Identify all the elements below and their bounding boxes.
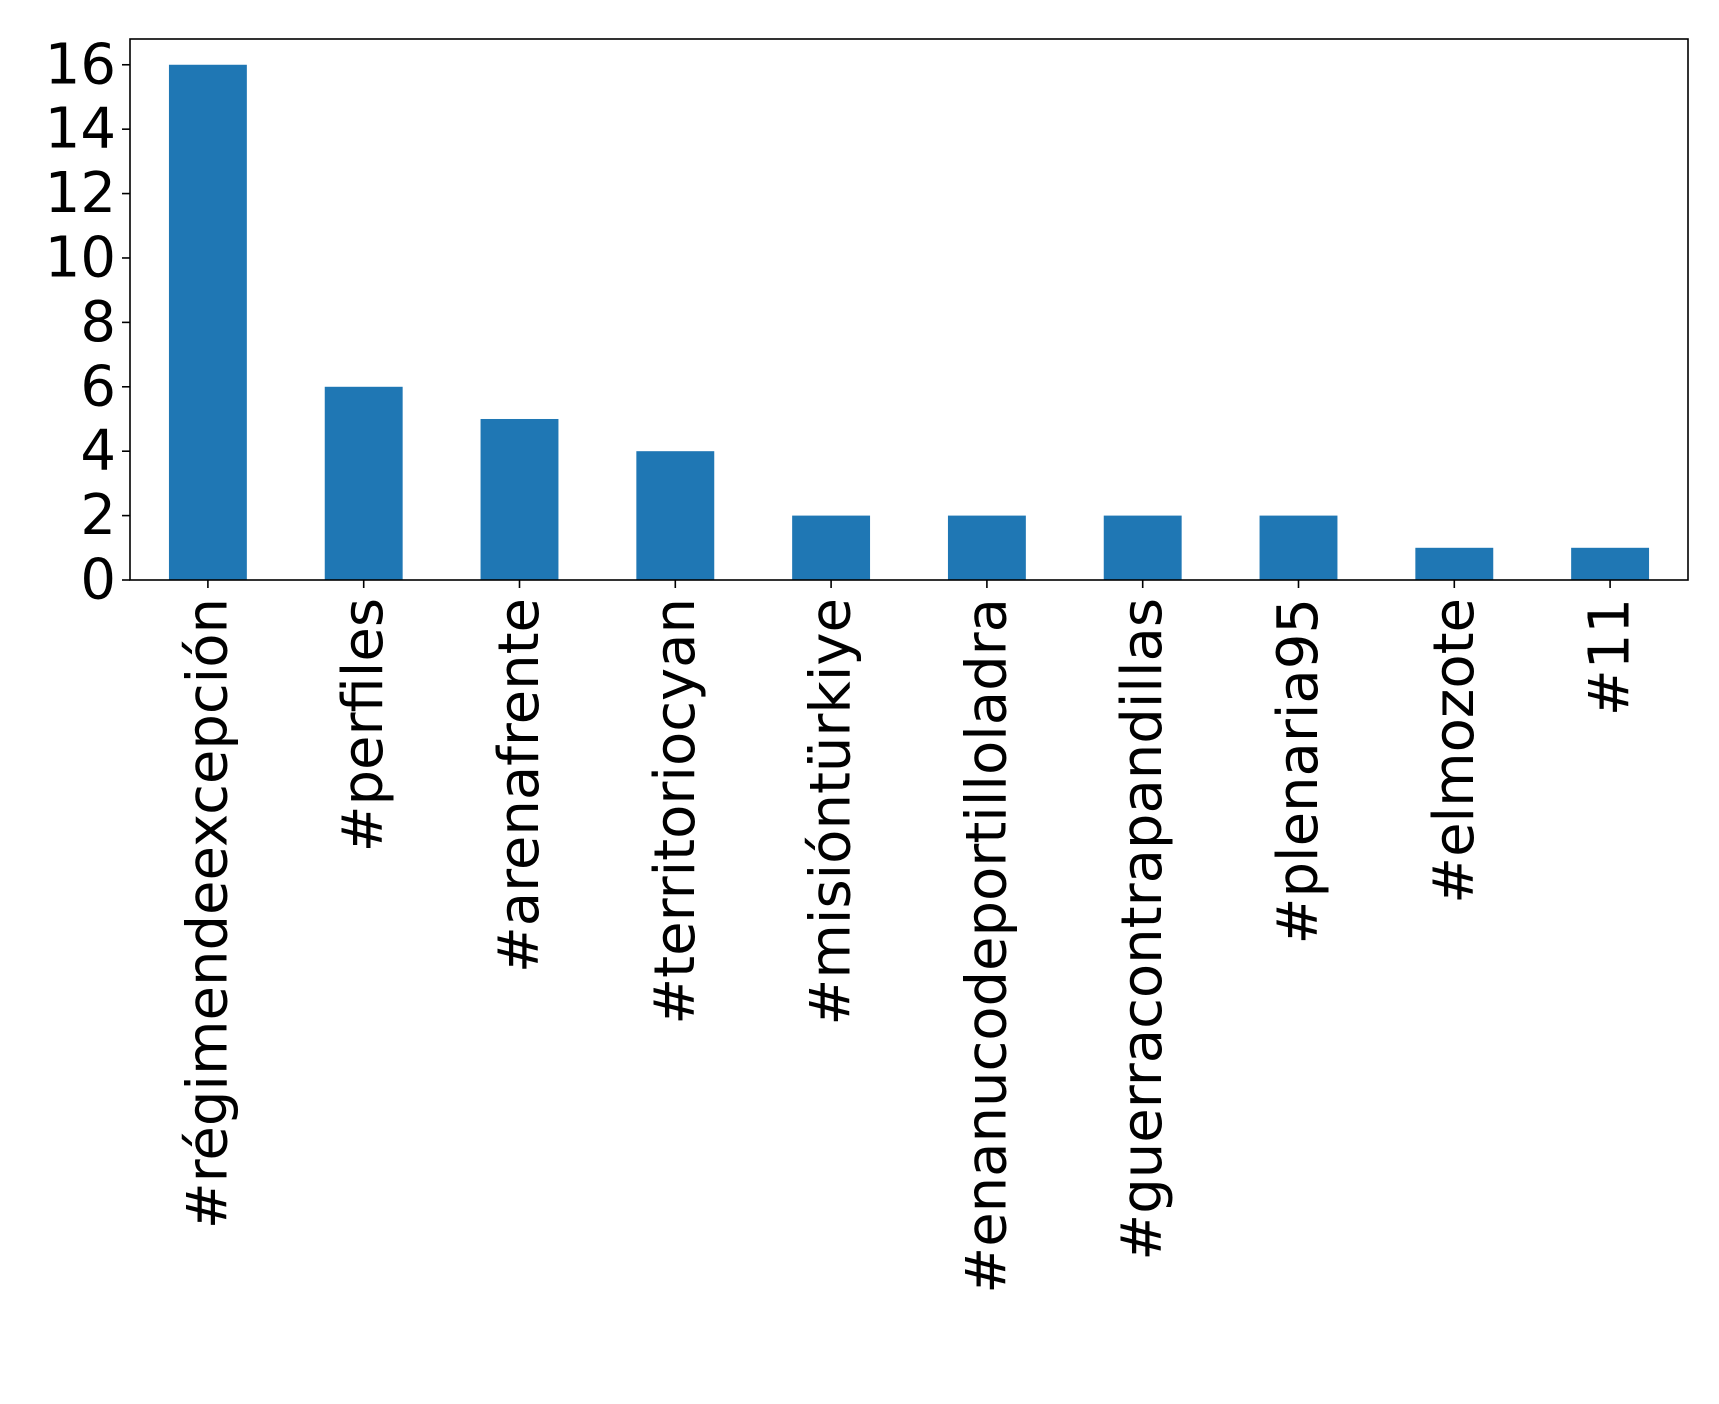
x-tick-label: #elmozote [1422, 598, 1487, 904]
bar [636, 451, 715, 580]
x-tick-label: #guerracontrapandillas [1110, 598, 1175, 1261]
bar [1571, 547, 1650, 580]
y-tick-label: 10 [45, 225, 116, 290]
y-tick-label: 16 [45, 32, 116, 97]
y-tick-label: 14 [45, 97, 116, 162]
bar [947, 515, 1026, 580]
x-tick-label: #régimendeexcepción [175, 598, 240, 1229]
bar [480, 418, 559, 580]
y-tick-label: 0 [80, 548, 116, 613]
bar [792, 515, 871, 580]
y-tick-label: 2 [80, 483, 116, 548]
bar [1259, 515, 1338, 580]
bar [324, 386, 403, 580]
x-tick-label: #arenafrente [487, 598, 552, 973]
y-tick-label: 6 [80, 354, 116, 419]
bar [1103, 515, 1182, 580]
y-tick-label: 4 [80, 419, 116, 484]
x-axis: #régimendeexcepción #perfiles #arenafrente… [175, 580, 1643, 1294]
x-tick-label: #enanucodeportilloladra [954, 598, 1019, 1294]
plot-frame [129, 38, 1689, 581]
bar [1415, 547, 1494, 580]
x-tick-label: #misióntürkiye [799, 598, 864, 1026]
x-tick-label: #11 [1578, 598, 1643, 716]
x-tick-label: #plenaria95 [1266, 598, 1331, 944]
x-tick-label: #territoriocyan [643, 598, 708, 1025]
bars-group [168, 64, 1650, 580]
y-tick-label: 12 [45, 161, 116, 226]
y-tick-label: 8 [80, 290, 116, 355]
x-tick-label: #perfiles [331, 598, 396, 852]
bar [168, 64, 247, 580]
